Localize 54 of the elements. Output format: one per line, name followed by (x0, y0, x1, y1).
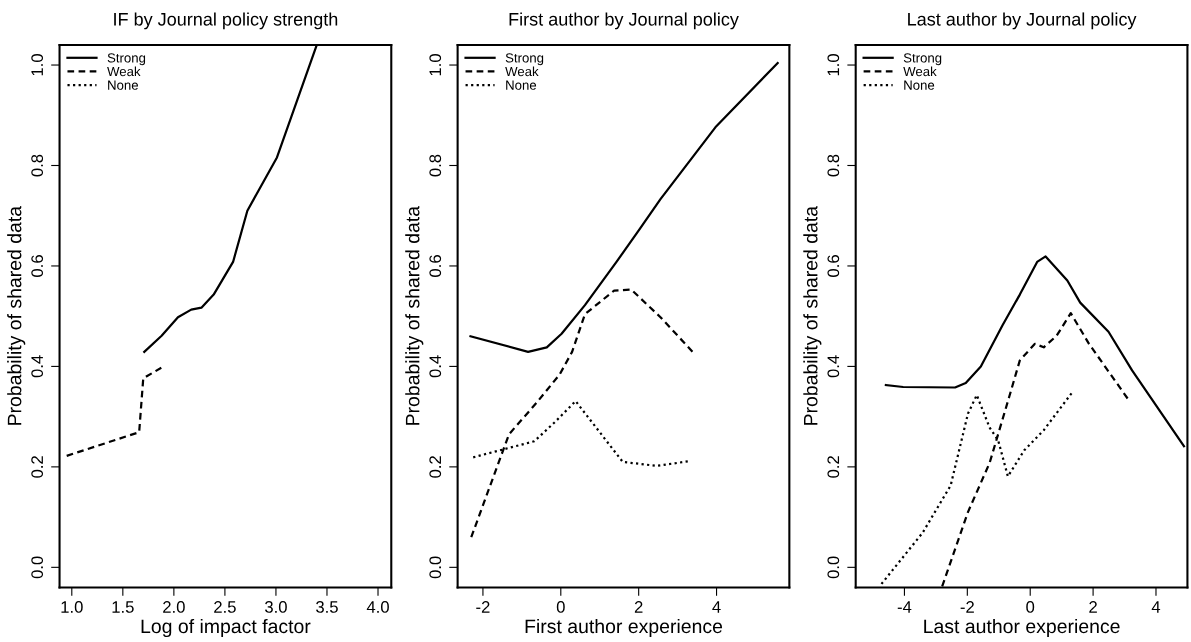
legend-label: Weak (107, 66, 141, 77)
y-tick-label: 1.0 (429, 54, 442, 76)
y-tick-label: 0.6 (429, 255, 442, 277)
x-axis-title: Log of impact factor (141, 618, 311, 638)
legend-label: None (506, 80, 537, 90)
y-tick-label: 0.6 (827, 255, 840, 277)
x-tick-label: 1.5 (112, 601, 134, 613)
legend-label: Strong (903, 53, 942, 66)
x-tick-label: 0 (1026, 601, 1035, 613)
y-tick-label: 0.4 (827, 355, 840, 378)
x-tick-label: 2 (634, 601, 643, 613)
legend-label: None (108, 80, 139, 90)
y-tick-label: 0.4 (429, 355, 442, 378)
legend-label: Weak (903, 66, 937, 77)
x-tick-label: -4 (897, 601, 912, 613)
chart-title: First author by Journal policy (509, 12, 739, 30)
legend-label: None (904, 80, 935, 90)
y-tick-label: 1.0 (31, 54, 44, 76)
y-tick-label: 0.8 (429, 154, 442, 177)
line-series (470, 288, 695, 539)
chart-title: IF by Journal policy strength (114, 12, 338, 30)
x-tick-label: 3.0 (264, 601, 287, 613)
legend-label: Weak (505, 66, 539, 77)
chart-title: Last author by Journal policy (908, 12, 1137, 30)
legend-label: Strong (107, 53, 146, 66)
y-tick-label: 0.0 (31, 556, 44, 579)
y-tick-label: 0.8 (827, 154, 840, 177)
y-tick-label: 0.2 (31, 456, 44, 478)
y-axis-title: Probability of shared data (803, 205, 822, 425)
x-tick-label: -2 (476, 601, 490, 613)
y-tick-label: 0.8 (31, 154, 44, 177)
y-tick-label: 0.6 (31, 255, 44, 277)
x-tick-label: 3.5 (316, 601, 338, 613)
x-tick-label: -2 (960, 601, 974, 613)
y-tick-label: 0.2 (429, 456, 442, 478)
y-tick-label: 1.0 (827, 54, 840, 76)
y-tick-label: 0.2 (827, 456, 840, 478)
y-tick-label: 0.0 (827, 556, 840, 579)
x-tick-label: 4 (712, 601, 721, 613)
y-axis-title: Probability of shared data (405, 205, 424, 425)
line-series (65, 365, 165, 457)
x-tick-label: 4 (1151, 601, 1161, 613)
x-tick-label: 2.0 (163, 601, 185, 613)
x-axis-title: Last author experience (924, 618, 1120, 638)
y-tick-label: 0.4 (31, 355, 44, 378)
x-axis-title: First author experience (525, 618, 723, 638)
legend-label: Strong (505, 53, 544, 66)
x-tick-label: 0 (556, 601, 565, 613)
x-tick-label: 2.5 (214, 601, 236, 613)
y-axis-title: Probability of shared data (7, 205, 26, 425)
y-tick-label: 0.0 (429, 556, 442, 579)
x-tick-label: 1.0 (61, 601, 83, 613)
x-tick-label: 4.0 (366, 601, 389, 613)
x-tick-label: 2 (1089, 601, 1097, 613)
